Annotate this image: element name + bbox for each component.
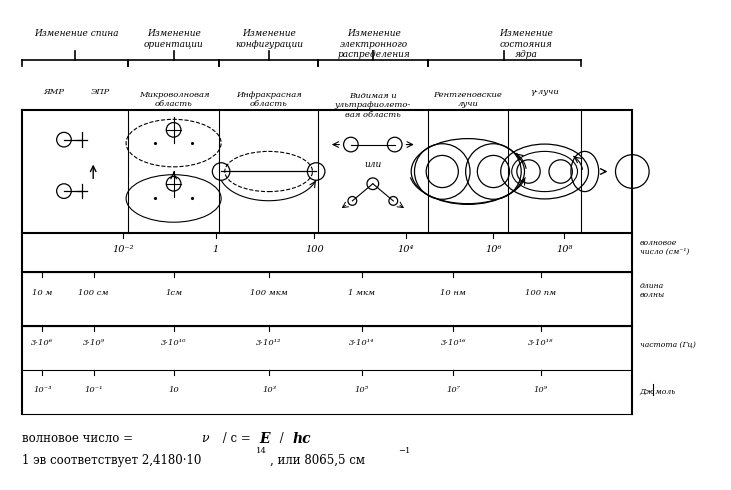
Text: 3·10⁶: 3·10⁶ [31,339,53,347]
Text: 100 см: 100 см [78,289,109,297]
Text: 1: 1 [213,245,219,254]
Text: 10⁵: 10⁵ [355,386,369,393]
Text: или: или [364,160,382,169]
Text: 10 м: 10 м [32,289,53,297]
Text: ν: ν [201,432,208,445]
Text: 10⁻³: 10⁻³ [33,386,52,393]
Text: /: / [276,432,288,445]
Text: 3·10¹²: 3·10¹² [257,339,281,347]
Text: / c =: / c = [219,432,255,445]
Text: Изменение
ориентации: Изменение ориентации [144,29,204,49]
Text: 14: 14 [256,447,267,455]
Text: Дж моль: Дж моль [640,388,676,396]
Text: волновое
число (см⁻¹): волновое число (см⁻¹) [640,239,689,256]
Text: 1см: 1см [165,289,183,297]
Text: 10³: 10³ [262,386,276,393]
Text: 10⁴: 10⁴ [398,245,414,254]
Text: 3·10¹⁰: 3·10¹⁰ [162,339,186,347]
Text: частота (Гц): частота (Гц) [640,342,695,349]
Text: Изменение
электронного
распределения: Изменение электронного распределения [338,29,411,59]
Text: 10: 10 [169,386,179,393]
Text: ЯМР: ЯМР [43,88,64,96]
Text: Изменение спина: Изменение спина [34,29,119,38]
Text: 100: 100 [305,245,324,254]
Text: hc: hc [292,432,311,445]
Text: E: E [260,432,270,445]
Text: 10⁻¹: 10⁻¹ [84,386,103,393]
Text: Инфракрасная
область: Инфракрасная область [236,91,302,108]
Text: 3·10⁹: 3·10⁹ [83,339,105,347]
Text: ЭПР: ЭПР [91,88,110,96]
Text: 3·10¹⁴: 3·10¹⁴ [349,339,374,347]
Text: Рентгеновские
лучи: Рентгеновские лучи [433,91,502,108]
Text: Видимая и
ультрафиолето-
вая область: Видимая и ультрафиолето- вая область [335,92,411,119]
Text: волновое число =: волновое число = [22,432,137,445]
Text: −1: −1 [398,447,411,455]
Text: 10⁷: 10⁷ [446,386,461,393]
Text: 10⁶: 10⁶ [485,245,501,254]
Text: длина
волны: длина волны [640,282,665,299]
Text: 10⁻²: 10⁻² [112,245,134,254]
Text: 1 мкм: 1 мкм [349,289,375,297]
Text: γ-лучи: γ-лучи [530,88,559,96]
Text: , или 8065,5 см: , или 8065,5 см [270,454,366,467]
Text: Микроволновая
область: Микроволновая область [139,91,209,108]
Text: 100 мкм: 100 мкм [250,289,288,297]
Text: Изменение
состояния
ядра: Изменение состояния ядра [499,29,553,59]
Text: 10⁸: 10⁸ [556,245,572,254]
Text: 100 пм: 100 пм [526,289,556,297]
Text: Изменение
конфигурации: Изменение конфигурации [235,29,303,49]
Text: 10⁹: 10⁹ [534,386,548,393]
Text: 1 эв соответствует 2,4180·10: 1 эв соответствует 2,4180·10 [22,454,201,467]
Text: 10 нм: 10 нм [440,289,466,297]
Text: 3·10¹⁶: 3·10¹⁶ [441,339,466,347]
Text: 3·10¹⁸: 3·10¹⁸ [529,339,553,347]
